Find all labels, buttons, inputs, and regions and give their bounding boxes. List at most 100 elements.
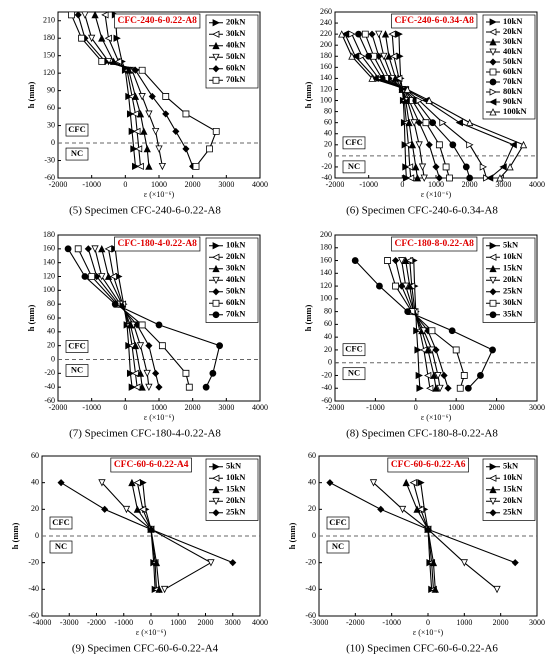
legend-marker [212, 474, 220, 482]
data-point [104, 245, 112, 253]
legend-marker [489, 311, 497, 319]
data-point [406, 174, 415, 182]
data-point [155, 383, 163, 391]
y-axis-label: h (mm) [10, 522, 20, 549]
data-point [162, 93, 170, 100]
data-point [78, 34, 85, 42]
x-tick-label: -2000 [326, 403, 345, 412]
x-tick-label: 0 [149, 618, 153, 627]
data-point [74, 11, 82, 19]
legend-marker [489, 288, 497, 296]
data-point [402, 478, 410, 487]
legend-marker [212, 242, 220, 250]
legend-label: 25kN [226, 507, 246, 517]
y-tick-label: 140 [320, 268, 332, 277]
legend-label: 10kN [503, 16, 523, 26]
series-line [329, 482, 516, 564]
data-point [122, 505, 131, 514]
data-point [365, 52, 373, 60]
data-point [98, 244, 106, 253]
data-point [413, 505, 421, 513]
data-point [452, 346, 460, 354]
legend-marker [489, 18, 497, 26]
data-point [464, 384, 472, 392]
data-point [436, 384, 444, 393]
data-point [415, 96, 424, 105]
y-tick-label: 40 [47, 327, 55, 336]
data-point [415, 119, 423, 127]
title-box [391, 236, 478, 252]
x-tick-label: -1000 [114, 618, 133, 627]
data-point [74, 245, 82, 253]
data-point [84, 245, 92, 253]
y-tick-label: 200 [320, 230, 332, 239]
caption: (5) Specimen CFC-240-6-0.22-A8 [69, 205, 221, 217]
data-point [455, 119, 463, 127]
data-point [114, 57, 122, 66]
y-tick-label: 0 [328, 358, 332, 367]
y-tick-label: 0 [51, 138, 55, 147]
y-axis-label: h (mm) [287, 522, 297, 549]
data-point [136, 110, 145, 118]
data-point [420, 174, 428, 182]
legend-marker [212, 299, 220, 307]
legend-marker [489, 463, 497, 471]
data-point [138, 66, 146, 74]
x-tick-label: -1000 [359, 180, 378, 189]
x-tick-label: 1000 [151, 403, 167, 412]
data-point [442, 163, 450, 171]
data-point [355, 30, 362, 38]
data-point [430, 371, 438, 379]
legend-label: 20kN [226, 17, 246, 27]
x-tick-label: 3000 [529, 618, 545, 627]
data-point [91, 245, 99, 253]
y-tick-label: 160 [320, 255, 332, 264]
y-tick-label: 90 [47, 85, 55, 94]
data-point [415, 371, 423, 380]
data-point [466, 118, 474, 127]
data-point [138, 383, 146, 391]
x-tick-label: -1000 [366, 403, 385, 412]
title-box [391, 13, 478, 29]
legend-marker [212, 264, 220, 273]
data-point [136, 342, 145, 350]
series-line [87, 248, 160, 388]
legend-label: 70kN [226, 74, 246, 84]
data-point [126, 369, 135, 377]
x-tick-label: -1000 [82, 180, 101, 189]
data-point [91, 11, 99, 19]
data-point [143, 144, 151, 153]
legend-label: 70kN [226, 309, 246, 319]
data-point [416, 384, 424, 392]
y-tick-label: 120 [320, 84, 332, 93]
data-point [428, 327, 436, 335]
legend-marker [489, 58, 497, 66]
legend-marker [212, 463, 220, 471]
y-tick-label: -60 [305, 611, 316, 620]
x-tick-label: -2000 [87, 618, 106, 627]
data-point [381, 30, 390, 38]
annotation: NC [348, 368, 360, 378]
data-point [431, 585, 439, 593]
data-point [361, 30, 369, 38]
data-point [160, 585, 169, 594]
y-tick-label: -20 [28, 557, 39, 566]
annotation: CFC [68, 340, 85, 350]
series-line [409, 260, 431, 389]
data-point [104, 34, 112, 42]
x-tick-label: 3000 [218, 180, 234, 189]
annotation-box [65, 147, 89, 161]
data-point [182, 110, 190, 118]
y-tick-label: -20 [321, 162, 332, 171]
data-point [446, 174, 453, 182]
series-line [67, 248, 221, 388]
data-point [326, 479, 334, 487]
y-tick-label: 180 [43, 230, 55, 239]
x-tick-label: 1000 [151, 180, 167, 189]
annotation: CFC [345, 344, 362, 354]
y-tick-label: 60 [308, 451, 316, 460]
y-tick-label: 40 [31, 477, 39, 486]
data-point [398, 282, 406, 290]
x-tick-label: 4000 [252, 180, 268, 189]
annotation: CFC [52, 517, 69, 527]
